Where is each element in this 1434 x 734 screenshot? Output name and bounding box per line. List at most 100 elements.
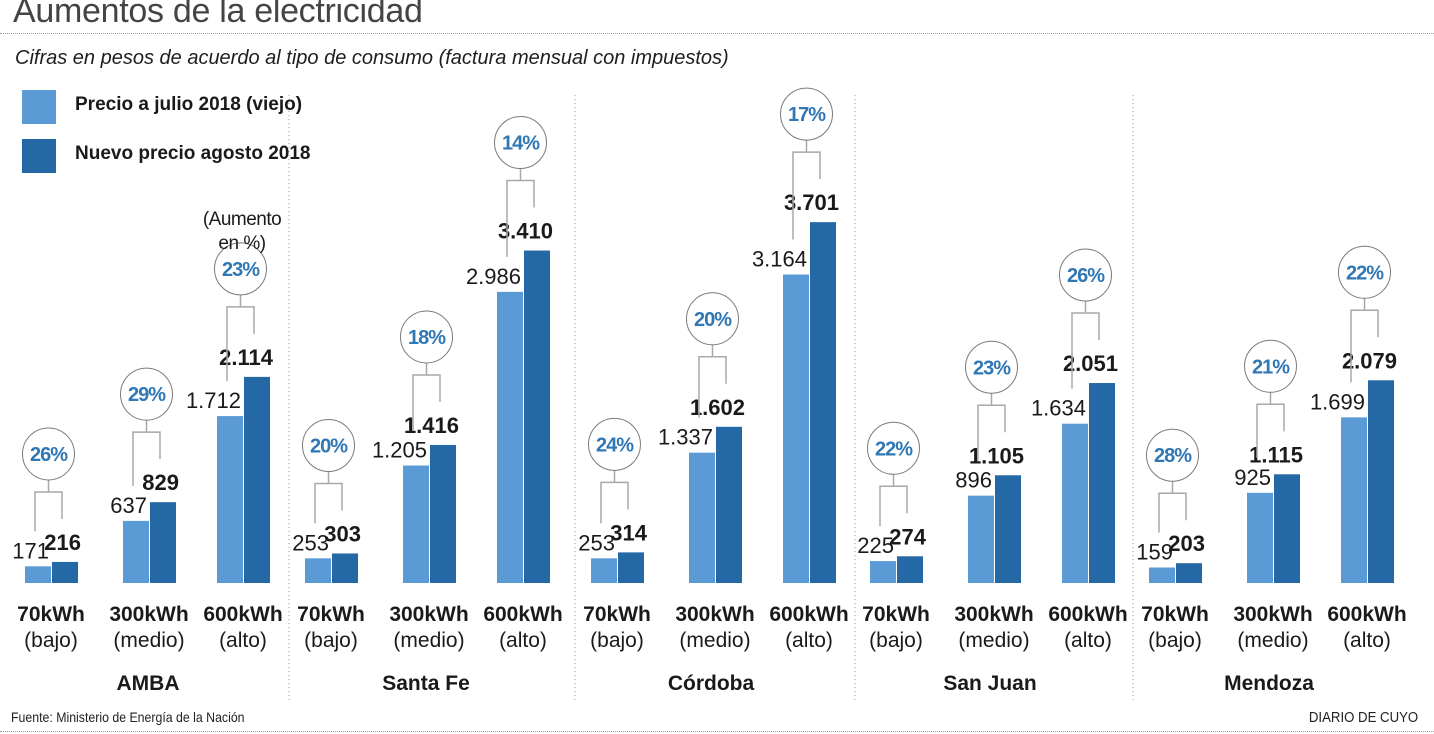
category-tier-label: (alto) — [1064, 629, 1112, 652]
value-label-new: 2.051 — [1063, 351, 1118, 376]
bar-old — [305, 558, 331, 583]
increase-circle — [214, 242, 267, 296]
increase-label: 26% — [1067, 265, 1105, 287]
increase-label: 22% — [875, 438, 913, 460]
category-kwh-label: 70kWh — [17, 603, 85, 626]
bar-new — [524, 250, 550, 583]
category-kwh-label: 300kWh — [954, 603, 1033, 626]
increase-circle — [1146, 428, 1199, 482]
bar-old — [497, 291, 523, 583]
category-tier-label: (alto) — [499, 629, 547, 652]
category-kwh-label: 70kWh — [862, 603, 930, 626]
category-kwh-label: 300kWh — [389, 603, 468, 626]
category-tier-label: (medio) — [958, 629, 1029, 652]
bar-new — [995, 475, 1021, 583]
increase-circle — [686, 292, 739, 346]
value-label-new: 303 — [324, 521, 361, 546]
bar-new — [810, 222, 836, 583]
bar-new — [1176, 563, 1202, 583]
increase-circle — [400, 310, 453, 364]
legend-label-old: Precio a julio 2018 (viejo) — [75, 94, 303, 115]
value-label-old: 925 — [1234, 465, 1271, 490]
bar-old — [591, 558, 617, 583]
region-label: Mendoza — [1224, 672, 1314, 695]
bar-old — [1062, 423, 1088, 583]
bar-new — [52, 561, 78, 583]
increase-label: 18% — [408, 327, 446, 349]
increase-label: 23% — [973, 357, 1011, 379]
footer-divider — [0, 731, 1434, 732]
bar-new — [716, 426, 742, 583]
value-label-new: 829 — [142, 470, 179, 495]
annotation-text: en %) — [218, 233, 265, 254]
value-label-new: 3.410 — [498, 219, 553, 244]
increase-circle — [867, 421, 920, 475]
value-label-old: 225 — [857, 533, 894, 558]
category-tier-label: (medio) — [393, 629, 464, 652]
value-label-new: 216 — [44, 530, 81, 555]
value-label-old: 253 — [578, 530, 615, 555]
bar-new — [618, 552, 644, 583]
category-kwh-label: 300kWh — [675, 603, 754, 626]
annotation-text: (Aumento — [203, 209, 281, 230]
region-label: Santa Fe — [382, 672, 470, 695]
value-label-new: 1.115 — [1249, 442, 1303, 467]
value-label-old: 159 — [1136, 539, 1173, 564]
value-label-new: 274 — [889, 524, 926, 549]
bracket-connector — [34, 491, 63, 532]
category-kwh-label: 600kWh — [483, 603, 562, 626]
increase-circle — [1244, 339, 1297, 393]
category-tier-label: (medio) — [1237, 629, 1308, 652]
bar-new — [150, 502, 176, 583]
value-label-old: 1.634 — [1031, 396, 1086, 421]
bar-old — [123, 520, 149, 583]
bar-new — [244, 376, 270, 583]
bar-old — [217, 416, 243, 583]
category-kwh-label: 600kWh — [1327, 603, 1406, 626]
region-label: San Juan — [943, 672, 1036, 695]
category-tier-label: (alto) — [219, 629, 267, 652]
increase-label: 21% — [1252, 356, 1290, 378]
source-note: Fuente: Ministerio de Energía de la Naci… — [11, 709, 245, 725]
bar-old — [403, 465, 429, 583]
bar-old — [689, 452, 715, 583]
category-tier-label: (medio) — [679, 629, 750, 652]
value-label-old: 1.712 — [186, 388, 241, 413]
legend-label-new: Nuevo precio agosto 2018 — [75, 143, 311, 164]
bar-new — [1274, 474, 1300, 583]
category-kwh-label: 300kWh — [1233, 603, 1312, 626]
category-tier-label: (bajo) — [590, 629, 644, 652]
increase-circle — [494, 116, 547, 170]
chart-title: Aumentos de la electricidad — [13, 0, 423, 30]
increase-label: 20% — [310, 435, 348, 457]
value-label-old: 1.337 — [658, 425, 713, 450]
increase-circle — [1338, 245, 1391, 299]
value-label-new: 314 — [610, 520, 647, 545]
value-label-new: 1.416 — [404, 413, 459, 438]
category-kwh-label: 70kWh — [1141, 603, 1209, 626]
brand-credit: DIARIO DE CUYO — [1308, 709, 1418, 726]
increase-label: 17% — [788, 104, 826, 126]
bracket-connector — [1158, 492, 1187, 533]
value-label-old: 2.986 — [466, 264, 521, 289]
bar-old — [870, 561, 896, 583]
increase-label: 29% — [128, 384, 166, 406]
increase-circle — [780, 87, 833, 141]
value-label-old: 253 — [292, 530, 329, 555]
category-kwh-label: 600kWh — [769, 603, 848, 626]
category-kwh-label: 70kWh — [583, 603, 651, 626]
increase-circle — [120, 367, 173, 421]
increase-circle — [302, 418, 355, 472]
increase-circle — [22, 427, 75, 481]
increase-label: 28% — [1154, 445, 1192, 467]
category-kwh-label: 600kWh — [203, 603, 282, 626]
bar-old — [783, 274, 809, 583]
category-kwh-label: 70kWh — [297, 603, 365, 626]
increase-circle — [965, 340, 1018, 394]
category-tier-label: (bajo) — [24, 629, 78, 652]
category-kwh-label: 300kWh — [109, 603, 188, 626]
increase-label: 26% — [30, 444, 68, 466]
category-tier-label: (alto) — [1343, 629, 1391, 652]
value-label-old: 896 — [955, 468, 992, 493]
